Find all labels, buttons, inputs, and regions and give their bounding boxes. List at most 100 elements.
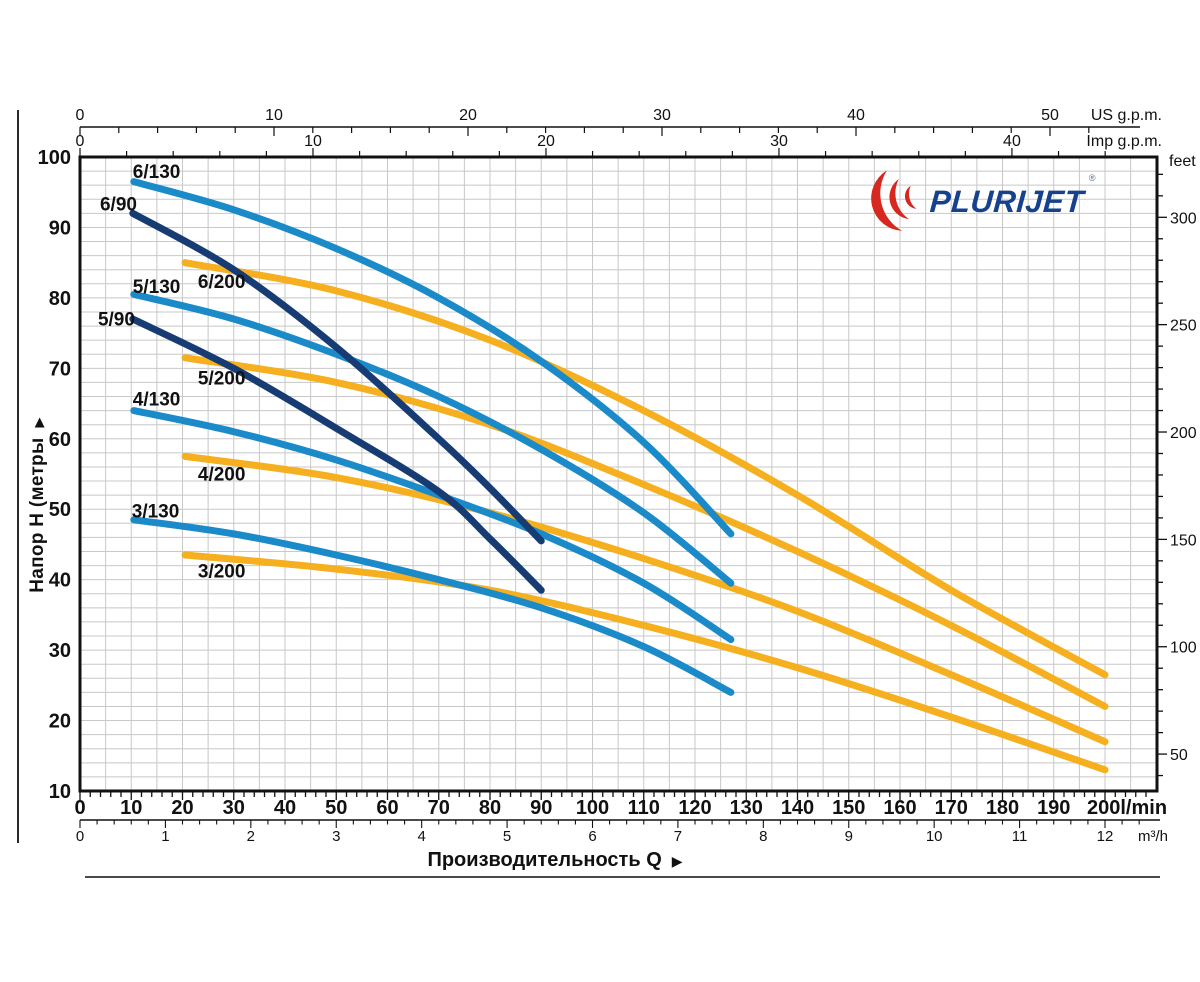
us-tick-label: 40 [847, 107, 865, 124]
curve-label-6-90: 6/90 [100, 195, 137, 216]
left-frame-line [17, 110, 19, 843]
y-tick-label-metres: 80 [49, 288, 71, 310]
us-tick-label: 10 [265, 107, 283, 124]
y-axis-arrow-icon: ▶ [31, 417, 46, 428]
x-axis-arrow-icon: ▶ [671, 853, 683, 869]
registered-mark: ® [1088, 173, 1096, 183]
feet-tick-label: 50 [1170, 747, 1188, 764]
x-tick-label-m3h: 7 [674, 828, 682, 845]
us-tick-label: 20 [459, 107, 477, 124]
x-tick-label-m3h: 3 [332, 828, 340, 845]
curve-5-200 [181, 354, 1109, 710]
y-tick-label-metres: 40 [49, 570, 71, 592]
curve-label-6-200: 6/200 [198, 272, 246, 293]
us-axis-unit: US g.p.m. [1091, 107, 1162, 124]
curve-4-130 [130, 407, 735, 644]
feet-axis-unit: feet [1169, 153, 1196, 170]
y-tick-label-metres: 100 [38, 147, 71, 169]
y-tick-label-metres: 60 [49, 429, 71, 451]
x-tick-label-m3h: 8 [759, 828, 767, 845]
curve-label-3-200: 3/200 [198, 562, 246, 583]
x-tick-label-lmin: 140 [781, 797, 814, 819]
imp-tick-label: 10 [304, 133, 322, 150]
feet-tick-label: 300 [1170, 210, 1197, 227]
x-tick-label-lmin: 90 [530, 797, 552, 819]
x-tick-label-lmin: 170 [935, 797, 968, 819]
x-tick-label-m3h: 0 [76, 828, 84, 845]
x-tick-label-lmin: 40 [274, 797, 296, 819]
curve-6-200 [181, 259, 1109, 679]
x-tick-label-m3h: 9 [845, 828, 853, 845]
x-tick-label-lmin: 10 [120, 797, 142, 819]
feet-tick-label: 250 [1170, 318, 1197, 335]
x-tick-label-lmin: 50 [325, 797, 347, 819]
curve-6-90 [129, 209, 545, 545]
curve-4-200 [181, 452, 1109, 746]
y-tick-label-metres: 10 [49, 781, 71, 803]
curve-3-200 [181, 551, 1109, 774]
imp-tick-label: 20 [537, 133, 555, 150]
x-tick-label-m3h: 10 [926, 828, 943, 845]
y-tick-label-metres: 50 [49, 499, 71, 521]
x-tick-label-lmin: 130 [730, 797, 763, 819]
bottom-rule [85, 876, 1160, 878]
feet-tick-label: 100 [1170, 640, 1197, 657]
y-tick-label-metres: 20 [49, 711, 71, 733]
curve-label-4-200: 4/200 [198, 464, 246, 485]
feet-tick-label: 200 [1170, 425, 1197, 442]
us-tick-label: 30 [653, 107, 671, 124]
x-tick-label-lmin: 180 [986, 797, 1019, 819]
x-tick-label-lmin: 100 [576, 797, 609, 819]
brand-logo: PLURIJET ® [851, 165, 1096, 239]
x-axis-unit-lmin: 200l/min [1087, 797, 1167, 819]
curve-label-3-130: 3/130 [132, 502, 180, 523]
x-tick-label-lmin: 30 [223, 797, 245, 819]
curve-label-6-130: 6/130 [133, 162, 181, 183]
curve-label-4-130: 4/130 [133, 390, 181, 411]
curve-5-130 [130, 290, 735, 587]
brand-name: PLURIJET [928, 184, 1086, 219]
x-tick-label-m3h: 6 [588, 828, 596, 845]
x-tick-label-lmin: 70 [428, 797, 450, 819]
x-tick-label-m3h: 4 [417, 828, 425, 845]
imp-axis-unit: Imp g.p.m. [1086, 133, 1162, 150]
curve-label-5-130: 5/130 [133, 277, 181, 298]
x-tick-label-m3h: 5 [503, 828, 511, 845]
curve-3-130 [130, 516, 735, 696]
x-tick-label-lmin: 110 [628, 797, 660, 819]
imp-tick-label: 40 [1003, 133, 1021, 150]
y-axis-title-text: Напор H (метры [27, 437, 48, 593]
logo-swoosh-icon [871, 170, 917, 231]
x-tick-label-m3h: 1 [161, 828, 169, 845]
x-tick-label-lmin: 160 [883, 797, 916, 819]
x-tick-label-m3h: 11 [1012, 828, 1028, 845]
curve-6-130 [130, 178, 735, 538]
x-tick-label-lmin: 80 [479, 797, 501, 819]
y-tick-label-metres: 70 [49, 358, 71, 380]
y-axis-title: Напор H (метры ▶ [27, 417, 49, 593]
imp-tick-label: 0 [76, 133, 85, 150]
curve-5-90 [129, 315, 545, 594]
y-tick-label-metres: 90 [49, 217, 71, 239]
x-tick-label-lmin: 150 [832, 797, 865, 819]
x-tick-label-m3h: 2 [247, 828, 255, 845]
us-tick-label: 50 [1041, 107, 1059, 124]
x-tick-label-lmin: 190 [1037, 797, 1070, 819]
x-tick-label-lmin: 120 [678, 797, 711, 819]
curve-label-5-90: 5/90 [98, 309, 135, 330]
feet-tick-label: 150 [1170, 532, 1197, 549]
imp-tick-label: 30 [770, 133, 788, 150]
x-axis-title: Производительность Q ▶ [427, 849, 682, 872]
x-tick-label-m3h: 12 [1097, 828, 1114, 845]
us-tick-label: 0 [76, 107, 85, 124]
x-axis-unit-m3h: m³/h [1138, 828, 1168, 845]
x-axis-title-text: Производительность Q [427, 849, 662, 871]
x-tick-label-lmin: 20 [171, 797, 193, 819]
x-tick-label-lmin: 60 [376, 797, 398, 819]
y-tick-label-metres: 30 [49, 640, 71, 662]
labels-layer: 6/200 5/200 4/200 3/200 6/130 5/130 4/130 3/130… [98, 162, 245, 582]
plot-border [78, 155, 1159, 793]
